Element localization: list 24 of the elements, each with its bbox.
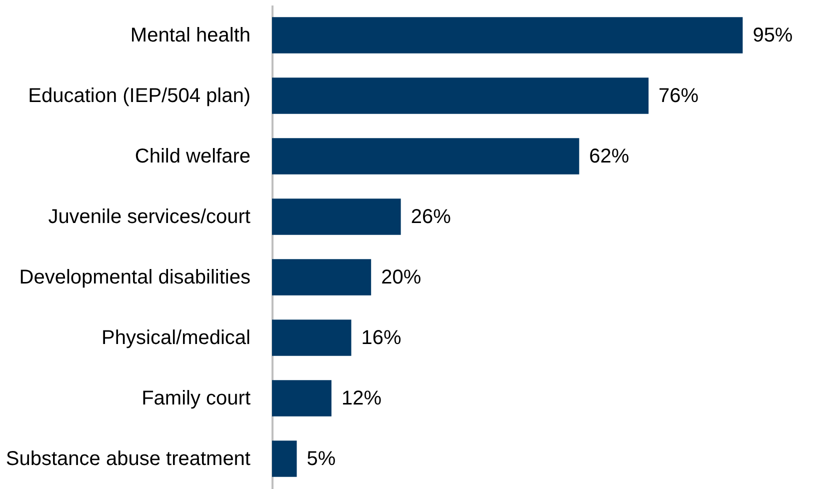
y-tick-label: Juvenile services/court: [48, 206, 251, 228]
bar: [272, 138, 580, 174]
data-label: 16%: [361, 326, 402, 349]
y-tick-label: Substance abuse treatment: [6, 448, 251, 470]
bar: [272, 380, 332, 416]
y-tick-label: Developmental disabilities: [19, 266, 250, 288]
data-label: 26%: [410, 206, 452, 228]
y-tick-label: Education (IEP/504 plan): [28, 84, 250, 107]
data-label: 5%: [306, 448, 336, 470]
y-tick-label: Family court: [142, 387, 251, 410]
bar: [272, 198, 401, 235]
y-tick-label: Mental health: [130, 24, 250, 46]
y-tick-label: Physical/medical: [102, 326, 250, 349]
data-label: 95%: [752, 24, 793, 46]
bar: [272, 78, 649, 114]
data-label: 62%: [589, 145, 630, 168]
bar: [272, 259, 372, 296]
data-label: 12%: [341, 387, 382, 410]
bar: [272, 440, 297, 477]
bar: [272, 320, 352, 356]
data-label: 20%: [381, 266, 422, 288]
y-tick-label: Child welfare: [134, 145, 250, 168]
bar: [272, 17, 743, 54]
data-label: 76%: [658, 84, 699, 107]
